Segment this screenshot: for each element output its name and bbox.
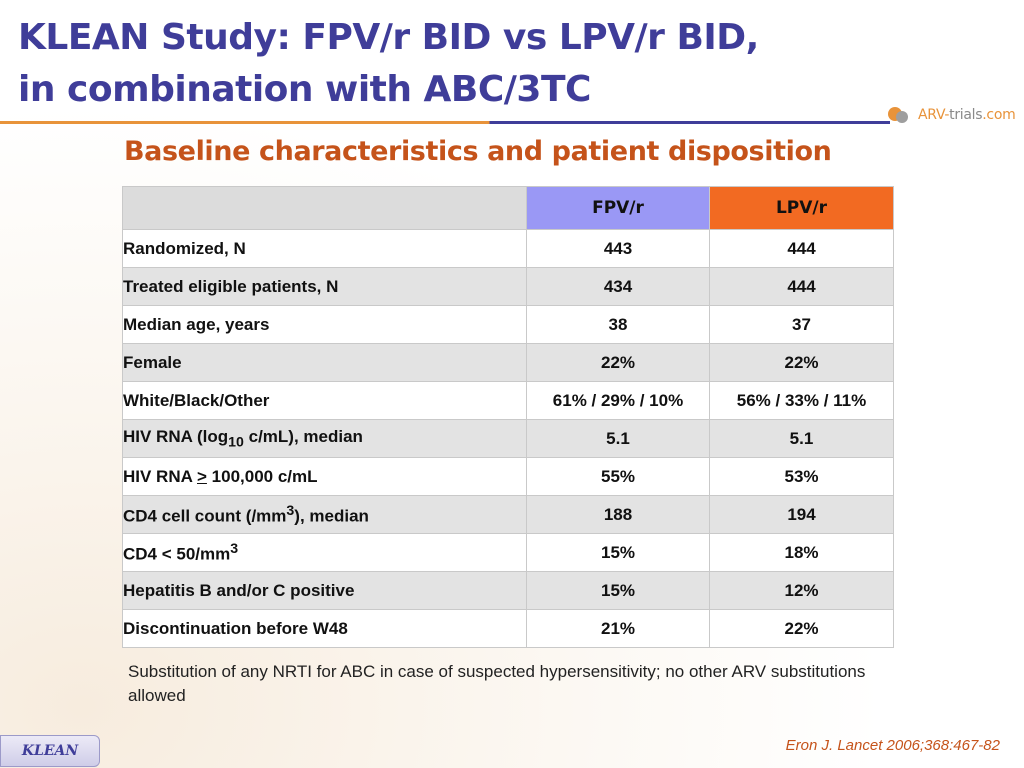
fpv-value: 443 — [526, 229, 710, 268]
table-row: HIV RNA > 100,000 c/mL 55% 53% — [122, 457, 894, 496]
row-label: CD4 < 50/mm3 — [122, 533, 527, 572]
row-label: Treated eligible patients, N — [122, 267, 527, 306]
row-label: HIV RNA (log10 c/mL), median — [122, 419, 527, 458]
lpv-value: 5.1 — [709, 419, 894, 458]
fpv-value: 434 — [526, 267, 710, 306]
lpv-value: 18% — [709, 533, 894, 572]
lpv-value: 444 — [709, 267, 894, 306]
row-label: Median age, years — [122, 305, 527, 344]
citation: Eron J. Lancet 2006;368:467-82 — [785, 737, 1000, 754]
arv-trials-logo: ARV-trials.com — [888, 100, 1018, 130]
logo-text: ARV-trials.com — [918, 107, 1016, 123]
row-label: Discontinuation before W48 — [122, 609, 527, 648]
table-header-row: FPV/r LPV/r — [122, 186, 894, 230]
lpv-value: 444 — [709, 229, 894, 268]
fpv-value: 5.1 — [526, 419, 710, 458]
header-fpv: FPV/r — [526, 186, 710, 230]
fpv-value: 38 — [526, 305, 710, 344]
table-row: White/Black/Other 61% / 29% / 10% 56% / … — [122, 381, 894, 420]
fpv-value: 22% — [526, 343, 710, 382]
table-row: Median age, years 38 37 — [122, 305, 894, 344]
header-blank-cell — [122, 186, 527, 230]
fpv-value: 188 — [526, 495, 710, 534]
table-row: Hepatitis B and/or C positive 15% 12% — [122, 571, 894, 610]
row-label: Female — [122, 343, 527, 382]
row-label: Randomized, N — [122, 229, 527, 268]
fpv-value: 15% — [526, 571, 710, 610]
header-lpv: LPV/r — [709, 186, 894, 230]
lpv-value: 22% — [709, 609, 894, 648]
baseline-table: FPV/r LPV/r Randomized, N 443 444 Treate… — [122, 186, 894, 648]
slide-title: KLEAN Study: FPV/r BID vs LPV/r BID, in … — [18, 12, 759, 116]
title-line-2: in combination with ABC/3TC — [18, 69, 591, 110]
table-row: CD4 < 50/mm3 15% 18% — [122, 533, 894, 572]
lpv-value: 53% — [709, 457, 894, 496]
lpv-value: 56% / 33% / 11% — [709, 381, 894, 420]
fpv-value: 15% — [526, 533, 710, 572]
title-line-1: KLEAN Study: FPV/r BID vs LPV/r BID, — [18, 17, 759, 58]
row-label: Hepatitis B and/or C positive — [122, 571, 527, 610]
table-row: HIV RNA (log10 c/mL), median 5.1 5.1 — [122, 419, 894, 458]
table-row: Discontinuation before W48 21% 22% — [122, 609, 894, 648]
lpv-value: 12% — [709, 571, 894, 610]
lpv-value: 22% — [709, 343, 894, 382]
logo-mark-icon — [888, 105, 914, 125]
fpv-value: 61% / 29% / 10% — [526, 381, 710, 420]
fpv-value: 55% — [526, 457, 710, 496]
row-label: HIV RNA > 100,000 c/mL — [122, 457, 527, 496]
title-divider — [0, 121, 890, 124]
lpv-value: 37 — [709, 305, 894, 344]
lpv-value: 194 — [709, 495, 894, 534]
row-label: White/Black/Other — [122, 381, 527, 420]
table-row: Female 22% 22% — [122, 343, 894, 382]
table-row: CD4 cell count (/mm3), median 188 194 — [122, 495, 894, 534]
slide-subtitle: Baseline characteristics and patient dis… — [124, 136, 832, 167]
table-row: Randomized, N 443 444 — [122, 229, 894, 268]
fpv-value: 21% — [526, 609, 710, 648]
footnote: Substitution of any NRTI for ABC in case… — [128, 662, 866, 705]
row-label: CD4 cell count (/mm3), median — [122, 495, 527, 534]
table-row: Treated eligible patients, N 434 444 — [122, 267, 894, 306]
study-badge: KLEAN — [0, 735, 100, 767]
